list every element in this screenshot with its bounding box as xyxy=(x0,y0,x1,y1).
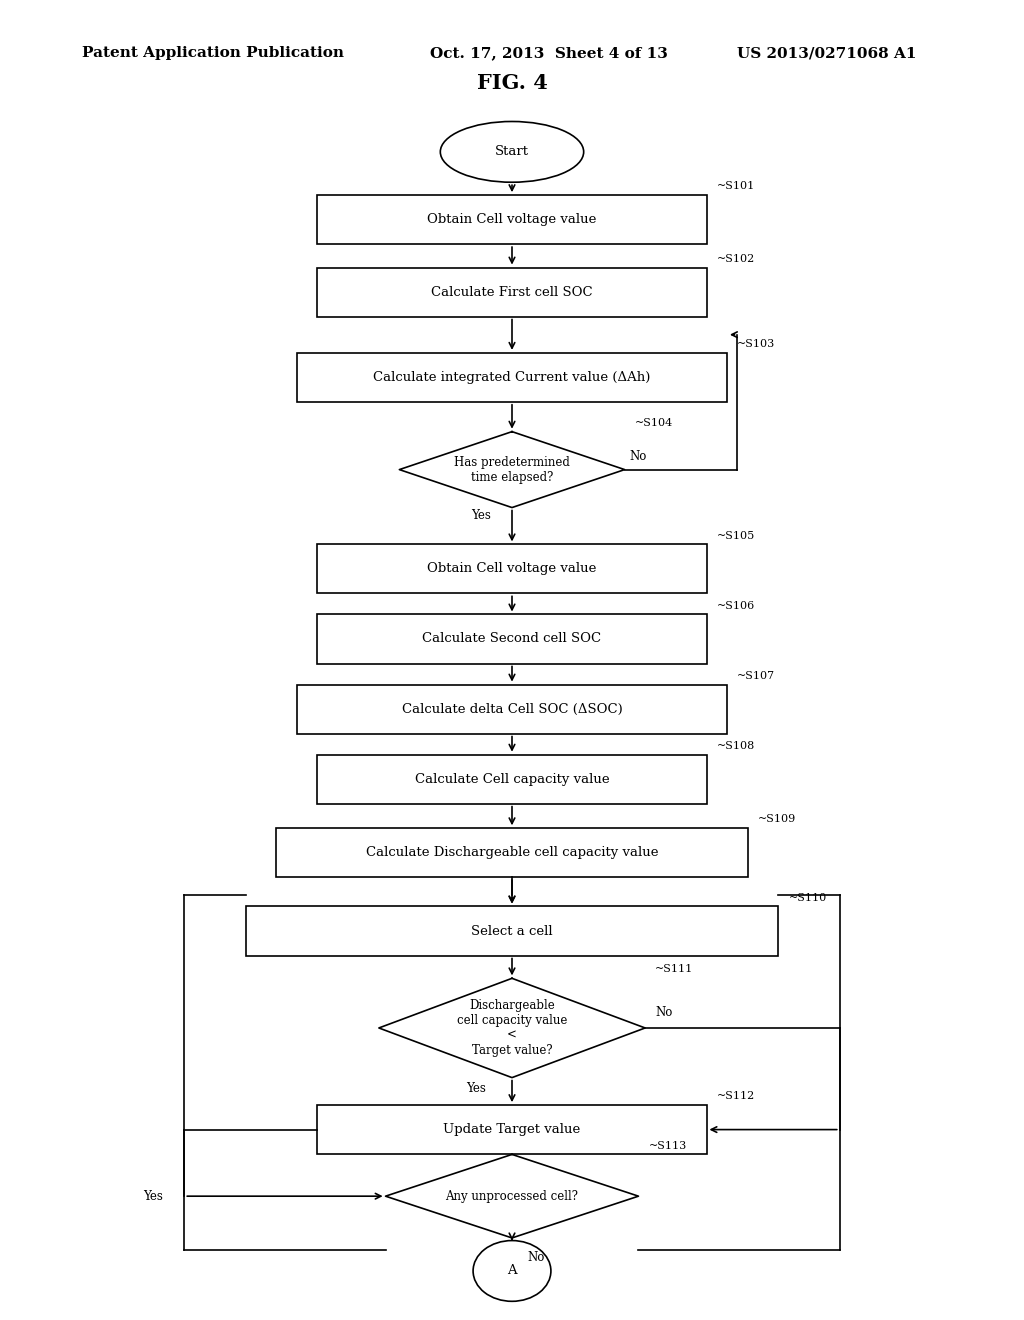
Text: US 2013/0271068 A1: US 2013/0271068 A1 xyxy=(737,46,916,61)
Text: Calculate delta Cell SOC (ΔSOC): Calculate delta Cell SOC (ΔSOC) xyxy=(401,702,623,715)
Text: No: No xyxy=(527,1251,545,1265)
FancyBboxPatch shape xyxy=(317,544,707,594)
Text: Start: Start xyxy=(495,145,529,158)
Text: Calculate Dischargeable cell capacity value: Calculate Dischargeable cell capacity va… xyxy=(366,846,658,859)
FancyBboxPatch shape xyxy=(297,685,727,734)
Text: Calculate integrated Current value (ΔAh): Calculate integrated Current value (ΔAh) xyxy=(374,371,650,384)
Text: FIG. 4: FIG. 4 xyxy=(476,73,548,92)
Text: A: A xyxy=(507,1265,517,1278)
Text: Calculate Second cell SOC: Calculate Second cell SOC xyxy=(423,632,601,645)
Text: ~S112: ~S112 xyxy=(717,1092,755,1101)
FancyBboxPatch shape xyxy=(276,828,748,878)
FancyBboxPatch shape xyxy=(317,614,707,664)
FancyBboxPatch shape xyxy=(317,1105,707,1154)
Text: Yes: Yes xyxy=(466,1081,486,1094)
Text: ~S110: ~S110 xyxy=(788,892,826,903)
Text: Update Target value: Update Target value xyxy=(443,1123,581,1137)
Text: Oct. 17, 2013  Sheet 4 of 13: Oct. 17, 2013 Sheet 4 of 13 xyxy=(430,46,668,61)
Text: ~S113: ~S113 xyxy=(649,1140,687,1151)
Text: ~S107: ~S107 xyxy=(737,671,775,681)
FancyBboxPatch shape xyxy=(317,268,707,317)
Text: No: No xyxy=(655,1006,673,1019)
Text: Obtain Cell voltage value: Obtain Cell voltage value xyxy=(427,562,597,576)
Ellipse shape xyxy=(473,1241,551,1302)
FancyBboxPatch shape xyxy=(317,755,707,804)
Text: Patent Application Publication: Patent Application Publication xyxy=(82,46,344,61)
Text: ~S108: ~S108 xyxy=(717,741,755,751)
Text: Yes: Yes xyxy=(471,510,492,523)
Text: ~S101: ~S101 xyxy=(717,181,755,191)
Text: ~S106: ~S106 xyxy=(717,601,755,611)
Text: Any unprocessed cell?: Any unprocessed cell? xyxy=(445,1189,579,1203)
Text: ~S104: ~S104 xyxy=(635,418,673,428)
Text: ~S103: ~S103 xyxy=(737,339,775,348)
FancyBboxPatch shape xyxy=(297,352,727,401)
Text: Yes: Yes xyxy=(143,1189,163,1203)
FancyBboxPatch shape xyxy=(246,907,778,956)
Text: Has predetermined
time elapsed?: Has predetermined time elapsed? xyxy=(454,455,570,483)
Text: ~S111: ~S111 xyxy=(655,965,693,974)
Text: Obtain Cell voltage value: Obtain Cell voltage value xyxy=(427,213,597,226)
Text: ~S105: ~S105 xyxy=(717,531,755,540)
Text: Select a cell: Select a cell xyxy=(471,924,553,937)
Text: ~S109: ~S109 xyxy=(758,814,796,825)
Text: Dischargeable
cell capacity value
<
Target value?: Dischargeable cell capacity value < Targ… xyxy=(457,999,567,1057)
FancyBboxPatch shape xyxy=(317,195,707,244)
Text: Calculate First cell SOC: Calculate First cell SOC xyxy=(431,285,593,298)
Text: No: No xyxy=(630,450,647,463)
Text: ~S102: ~S102 xyxy=(717,253,755,264)
Ellipse shape xyxy=(440,121,584,182)
Text: Calculate Cell capacity value: Calculate Cell capacity value xyxy=(415,772,609,785)
